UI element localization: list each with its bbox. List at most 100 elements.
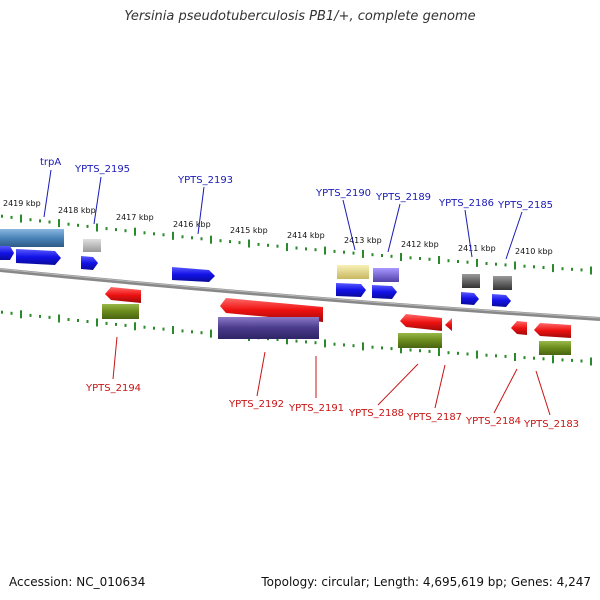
scale-dot — [105, 227, 108, 231]
gene-arrow[interactable] — [172, 267, 215, 282]
scale-major-tick — [58, 219, 60, 228]
gene-arrow[interactable] — [492, 294, 511, 307]
gene-label-YPTS_2194[interactable]: YPTS_2194 — [85, 383, 141, 394]
scale-dot — [523, 264, 526, 268]
scale-label: 2414 kbp — [287, 231, 325, 240]
scale-dot — [371, 253, 374, 257]
scale-dot — [504, 354, 507, 358]
scale-major-tick — [324, 339, 326, 348]
scale-dot — [191, 236, 193, 240]
reverse-genes — [102, 287, 571, 355]
scale-dot — [29, 313, 32, 317]
gene-block[interactable] — [337, 265, 369, 279]
scale-dot — [86, 224, 89, 228]
scale-major-tick — [248, 239, 250, 248]
scale-major-tick — [286, 243, 288, 252]
gene-block[interactable] — [539, 341, 571, 355]
gene-block[interactable] — [373, 268, 399, 282]
scale-dot — [381, 346, 383, 350]
scale-label: 2415 kbp — [230, 226, 268, 235]
gene-block[interactable] — [398, 333, 442, 348]
scale-dot — [153, 232, 155, 236]
gene-arrow[interactable] — [511, 321, 527, 335]
scale-dot — [77, 223, 79, 227]
gene-arrow[interactable] — [372, 285, 397, 299]
scale-major-tick — [400, 345, 402, 354]
scale-major-tick — [590, 357, 592, 366]
scale-major-tick — [210, 235, 212, 244]
scale-dot — [162, 233, 165, 237]
scale-dot — [257, 242, 260, 246]
gene-block[interactable] — [462, 274, 480, 288]
gene-label-YPTS_2184[interactable]: YPTS_2184 — [465, 416, 521, 427]
scale-dot — [219, 239, 222, 243]
gene-block[interactable] — [493, 276, 512, 290]
scale-dot — [143, 231, 146, 235]
gene-label-YPTS_2193[interactable]: YPTS_2193 — [177, 175, 233, 186]
gene-label-YPTS_2183[interactable]: YPTS_2183 — [523, 419, 579, 430]
scale-major-tick — [20, 310, 22, 319]
scale-dot — [390, 254, 393, 258]
scale-dot — [124, 229, 127, 233]
scale-dot — [447, 259, 450, 263]
scale-dot — [457, 260, 459, 263]
scale-dot — [10, 311, 13, 315]
scale-dot — [181, 235, 184, 239]
gene-block[interactable] — [218, 317, 319, 339]
gene-block[interactable] — [102, 304, 139, 319]
scale-major-tick — [286, 336, 288, 345]
scale-major-tick — [96, 318, 98, 327]
scale-dot — [533, 265, 535, 269]
gene-label-YPTS_2187[interactable]: YPTS_2187 — [406, 412, 462, 423]
gene-arrow[interactable] — [534, 323, 571, 338]
scale-dot — [29, 218, 32, 222]
scale-dot — [352, 344, 355, 348]
scale-dot — [333, 249, 336, 253]
scale-dot — [495, 354, 497, 358]
scale-label: 2417 kbp — [116, 213, 154, 222]
scale-dot — [485, 353, 488, 357]
gene-label-YPTS_2190[interactable]: YPTS_2190 — [315, 188, 371, 199]
scale-dot — [352, 251, 355, 255]
scale-dot — [86, 320, 89, 323]
gene-block[interactable] — [83, 239, 101, 252]
scale-dot — [523, 356, 526, 360]
gene-label-YPTS_2189[interactable]: YPTS_2189 — [375, 192, 431, 203]
scale-dot — [466, 352, 469, 356]
scale-dot — [428, 349, 431, 353]
scale-dot — [124, 323, 127, 327]
gene-arrow[interactable] — [0, 246, 14, 260]
scale-dot — [229, 240, 231, 244]
scale-dot — [77, 319, 79, 322]
scale-dot — [390, 347, 393, 351]
gene-arrow[interactable] — [400, 314, 442, 331]
gene-label-YPTS_2195[interactable]: YPTS_2195 — [74, 164, 130, 175]
gene-trpA-block[interactable] — [0, 229, 64, 247]
gene-label-trpA[interactable]: trpA — [40, 157, 61, 168]
gene-label-YPTS_2188[interactable]: YPTS_2188 — [348, 408, 404, 419]
scale-dot — [542, 357, 545, 361]
gene-arrow[interactable] — [461, 292, 479, 305]
gene-label-YPTS_2192[interactable]: YPTS_2192 — [228, 399, 284, 410]
scale-dot — [39, 219, 41, 223]
scale-dot — [67, 222, 70, 226]
scale-label: 2412 kbp — [401, 240, 439, 249]
gene-label-YPTS_2185[interactable]: YPTS_2185 — [497, 200, 553, 211]
scale-dot — [10, 215, 13, 219]
lower-scale-track — [1, 310, 592, 366]
gene-label-YPTS_2191[interactable]: YPTS_2191 — [288, 403, 344, 414]
scale-major-tick — [20, 214, 22, 223]
scale-dot — [191, 330, 193, 334]
scale-major-tick — [362, 249, 364, 258]
gene-arrow[interactable] — [445, 318, 452, 331]
scale-dot — [200, 331, 203, 335]
gene-arrow[interactable] — [81, 256, 98, 270]
gene-arrow[interactable] — [336, 283, 366, 297]
gene-label-YPTS_2186[interactable]: YPTS_2186 — [438, 198, 494, 209]
gene-arrow[interactable] — [16, 249, 61, 265]
scale-major-tick — [400, 253, 402, 261]
scale-dot — [200, 237, 203, 241]
gene-arrow[interactable] — [220, 298, 323, 322]
gene-arrow[interactable] — [105, 287, 141, 303]
scale-major-tick — [590, 266, 592, 275]
